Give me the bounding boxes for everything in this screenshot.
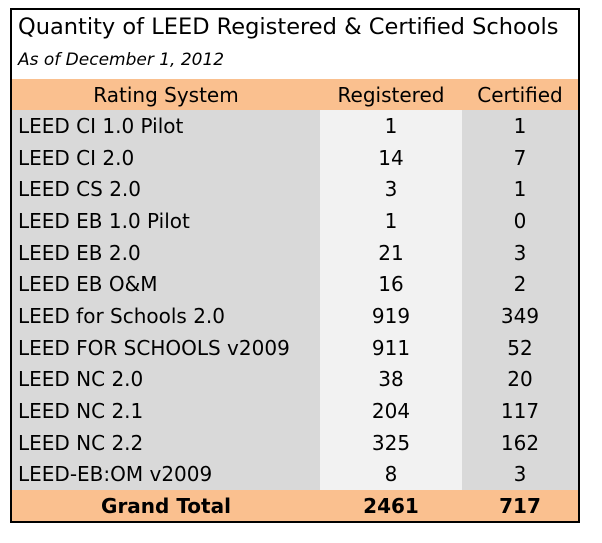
certified-cell: 162 bbox=[462, 426, 578, 459]
rating-system-cell: LEED EB 2.0 bbox=[12, 236, 320, 269]
grand-total-row: Grand Total 2461 717 bbox=[12, 490, 578, 522]
rating-system-cell: LEED for Schools 2.0 bbox=[12, 300, 320, 332]
table-row: LEED EB O&M 16 2 bbox=[12, 268, 578, 301]
table-frame: Quantity of LEED Registered & Certified … bbox=[10, 8, 580, 523]
header-certified: Certified bbox=[462, 79, 578, 110]
table-row: LEED CI 1.0 Pilot 1 1 bbox=[12, 110, 578, 142]
rating-system-cell: LEED NC 2.1 bbox=[12, 395, 320, 427]
header-row: Rating System Registered Certified bbox=[12, 79, 578, 110]
certified-cell: 3 bbox=[462, 458, 578, 491]
certified-cell: 20 bbox=[462, 363, 578, 396]
certified-cell: 1 bbox=[462, 173, 578, 206]
rating-system-cell: LEED NC 2.2 bbox=[12, 426, 320, 459]
table-row: LEED NC 2.0 38 20 bbox=[12, 363, 578, 396]
rating-system-cell: LEED CI 1.0 Pilot bbox=[12, 110, 320, 142]
certified-cell: 0 bbox=[462, 205, 578, 237]
rating-system-cell: LEED FOR SCHOOLS v2009 bbox=[12, 331, 320, 364]
header-rating-system: Rating System bbox=[12, 79, 320, 110]
table-row: LEED for Schools 2.0 919 349 bbox=[12, 300, 578, 332]
table-row: LEED CI 2.0 14 7 bbox=[12, 141, 578, 174]
grand-total-registered: 2461 bbox=[320, 490, 462, 522]
registered-cell: 204 bbox=[320, 395, 462, 427]
certified-cell: 1 bbox=[462, 110, 578, 142]
registered-cell: 8 bbox=[320, 458, 462, 491]
table-row: LEED-EB:OM v2009 8 3 bbox=[12, 458, 578, 491]
certified-cell: 52 bbox=[462, 331, 578, 364]
registered-cell: 325 bbox=[320, 426, 462, 459]
certified-cell: 2 bbox=[462, 268, 578, 301]
rating-system-cell: LEED EB 1.0 Pilot bbox=[12, 205, 320, 237]
registered-cell: 919 bbox=[320, 300, 462, 332]
certified-cell: 117 bbox=[462, 395, 578, 427]
table-row: LEED CS 2.0 3 1 bbox=[12, 173, 578, 206]
rating-system-cell: LEED CI 2.0 bbox=[12, 141, 320, 174]
registered-cell: 38 bbox=[320, 363, 462, 396]
table-row: LEED FOR SCHOOLS v2009 911 52 bbox=[12, 331, 578, 364]
table-row: LEED EB 2.0 21 3 bbox=[12, 236, 578, 269]
rating-system-cell: LEED EB O&M bbox=[12, 268, 320, 301]
registered-cell: 21 bbox=[320, 236, 462, 269]
registered-cell: 911 bbox=[320, 331, 462, 364]
grand-total-label: Grand Total bbox=[12, 490, 320, 522]
table-title: Quantity of LEED Registered & Certified … bbox=[18, 14, 559, 40]
table-subtitle: As of December 1, 2012 bbox=[18, 50, 225, 70]
leed-schools-table: Rating System Registered Certified LEED … bbox=[12, 79, 578, 522]
rating-system-cell: LEED NC 2.0 bbox=[12, 363, 320, 396]
registered-cell: 14 bbox=[320, 141, 462, 174]
registered-cell: 1 bbox=[320, 205, 462, 237]
grand-total-certified: 717 bbox=[462, 490, 578, 522]
header-registered: Registered bbox=[320, 79, 462, 110]
table-row: LEED NC 2.1 204 117 bbox=[12, 395, 578, 427]
certified-cell: 3 bbox=[462, 236, 578, 269]
certified-cell: 7 bbox=[462, 141, 578, 174]
registered-cell: 1 bbox=[320, 110, 462, 142]
registered-cell: 3 bbox=[320, 173, 462, 206]
table-row: LEED EB 1.0 Pilot 1 0 bbox=[12, 205, 578, 237]
table-row: LEED NC 2.2 325 162 bbox=[12, 426, 578, 459]
certified-cell: 349 bbox=[462, 300, 578, 332]
registered-cell: 16 bbox=[320, 268, 462, 301]
rating-system-cell: LEED-EB:OM v2009 bbox=[12, 458, 320, 491]
rating-system-cell: LEED CS 2.0 bbox=[12, 173, 320, 206]
